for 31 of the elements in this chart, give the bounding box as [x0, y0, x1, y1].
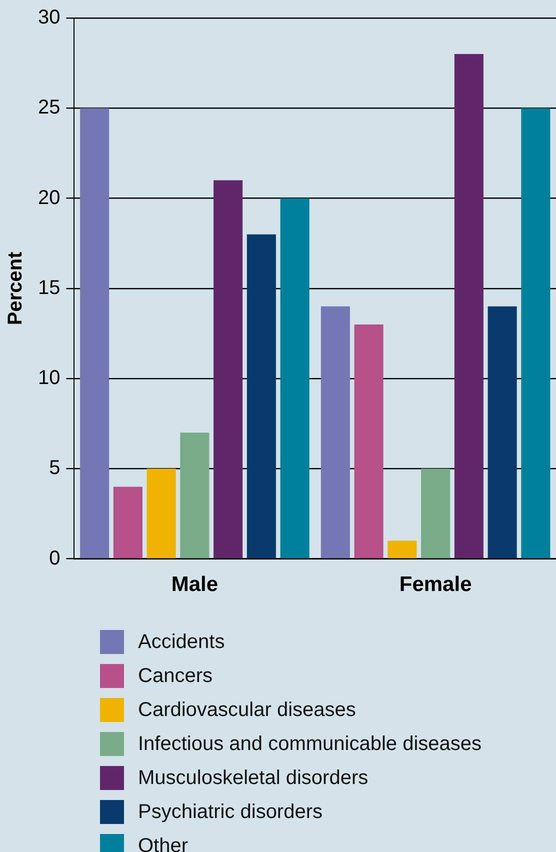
- y-axis-title: Percent: [4, 251, 27, 326]
- legend-label: Cancers: [138, 664, 212, 688]
- legend-label: Other: [138, 834, 188, 852]
- legend-label: Psychiatric disorders: [138, 800, 323, 824]
- bar: [454, 54, 484, 558]
- bar: [180, 432, 210, 558]
- legend-label: Accidents: [138, 630, 225, 654]
- bar: [354, 324, 384, 558]
- y-tick-label: 0: [49, 547, 60, 570]
- y-tick-label: 20: [38, 186, 60, 209]
- bar: [521, 108, 550, 558]
- bar: [421, 468, 450, 558]
- legend-label: Musculoskeletal disorders: [138, 766, 368, 790]
- legend-label: Cardiovascular diseases: [138, 698, 356, 722]
- bar: [214, 180, 243, 558]
- y-tick-label: 15: [38, 276, 60, 299]
- y-tick-label: 10: [38, 367, 60, 390]
- bar: [113, 486, 142, 558]
- x-tick-label: Female: [399, 573, 472, 596]
- x-tick-label: Male: [171, 573, 218, 596]
- y-tick-label: 25: [38, 96, 60, 119]
- bar: [80, 108, 110, 558]
- bar: [320, 306, 350, 558]
- legend-label: Infectious and communicable diseases: [138, 732, 482, 756]
- bar: [280, 198, 310, 558]
- bar: [488, 306, 517, 558]
- bar: [246, 234, 276, 558]
- y-tick-label: 30: [38, 6, 60, 29]
- y-tick-label: 5: [49, 457, 60, 480]
- bar: [388, 540, 417, 558]
- bar: [146, 468, 176, 558]
